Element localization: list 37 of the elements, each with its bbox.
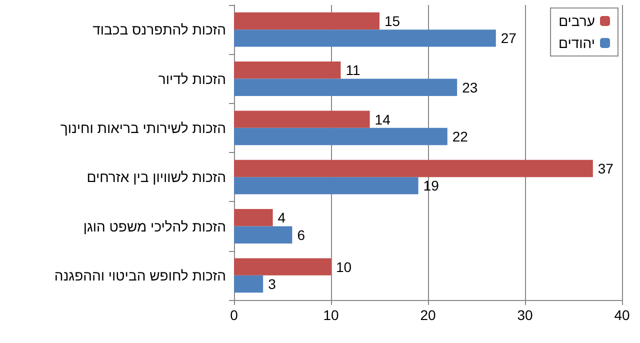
bar — [234, 30, 496, 47]
y-tick-label: הזכות להתפרנס בכבוד — [92, 22, 226, 38]
data-label: 23 — [462, 79, 478, 96]
data-label: 37 — [598, 160, 614, 176]
x-tick-label: 30 — [517, 307, 533, 323]
x-tick-label: 40 — [614, 307, 630, 323]
x-tick-label: 20 — [420, 307, 436, 323]
bar — [234, 275, 264, 293]
data-label: 19 — [423, 178, 440, 194]
data-label: 22 — [452, 128, 468, 145]
y-tick-label: הזכות לדיור — [158, 70, 226, 87]
data-label: 3 — [268, 276, 276, 292]
bar — [234, 160, 593, 178]
legend-label: יהודים — [558, 35, 595, 51]
data-label: 4 — [278, 210, 286, 226]
y-tick-label: הזכות לשוויון בין אזרחים — [86, 169, 226, 186]
y-tick-label: הזכות להליכי משפט הוגן — [83, 218, 226, 234]
bar — [234, 62, 341, 79]
y-tick-label: הזכות לשירותי בריאות וחינוך — [60, 120, 226, 136]
bar — [234, 209, 273, 226]
bar — [234, 78, 458, 96]
bar — [234, 258, 331, 276]
bar — [234, 12, 380, 30]
bar — [234, 128, 448, 146]
data-label: 11 — [346, 62, 360, 78]
x-tick-label: 10 — [323, 307, 339, 323]
y-tick-label: הזכות לחופש הביטוי וההפגנה — [54, 267, 226, 284]
legend-label: ערבים — [558, 13, 595, 29]
data-label: 14 — [374, 111, 391, 128]
bar — [234, 110, 370, 128]
data-label: 27 — [500, 30, 517, 46]
x-tick-label: 0 — [230, 307, 238, 323]
data-label: 15 — [384, 12, 400, 29]
bar — [234, 177, 418, 194]
data-label: 6 — [297, 226, 306, 243]
data-label: 10 — [336, 258, 352, 275]
bar — [234, 226, 292, 244]
